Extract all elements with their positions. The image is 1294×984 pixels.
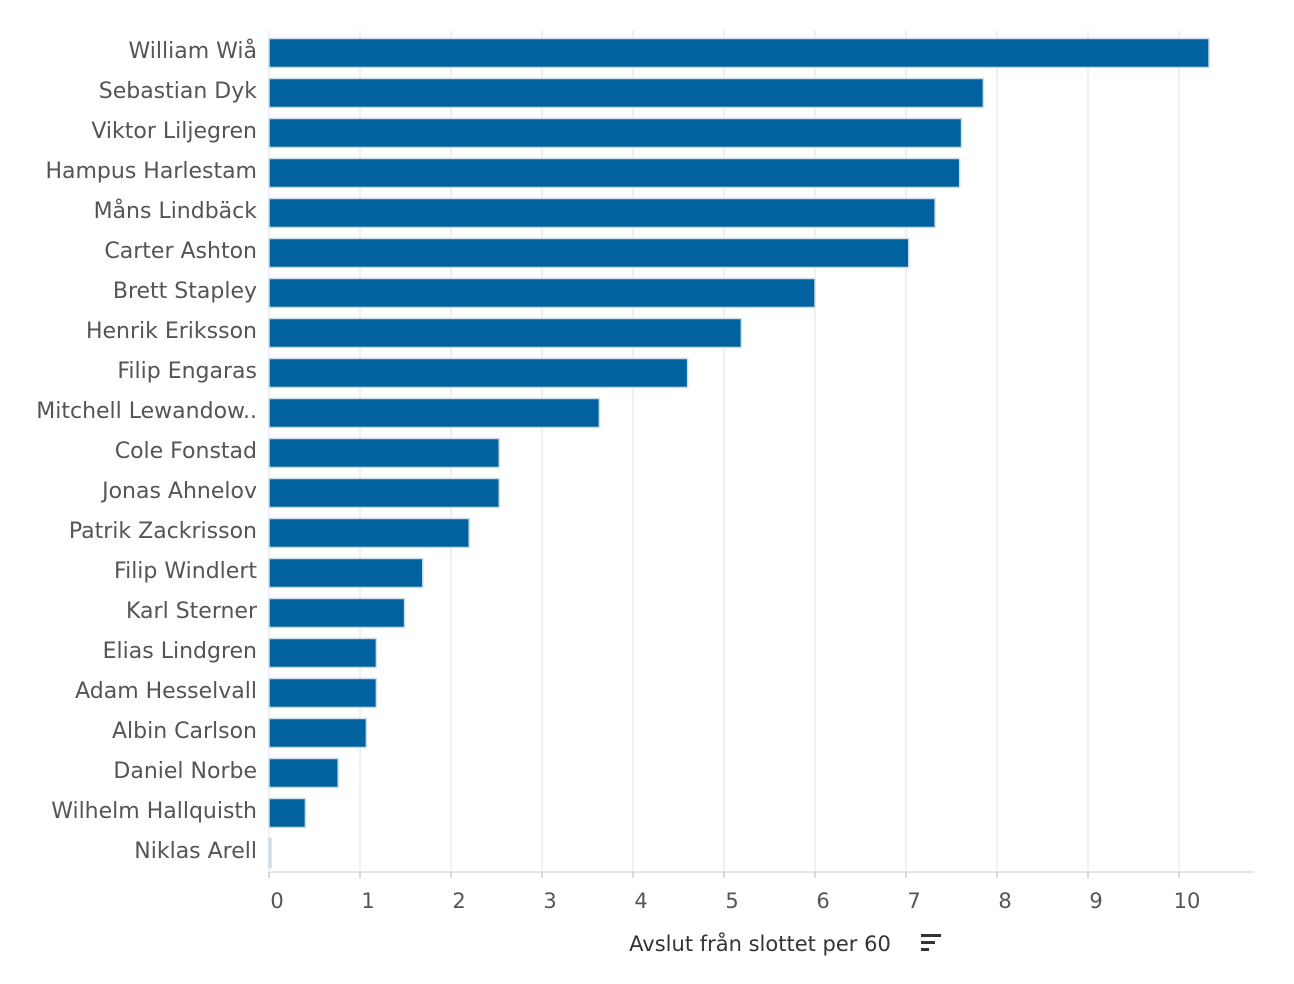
- category-label: Niklas Arell: [134, 839, 257, 864]
- bar[interactable]: [268, 637, 378, 669]
- category-label: Viktor Liljegren: [91, 119, 257, 144]
- bar[interactable]: [268, 77, 985, 109]
- category-label: Måns Lindbäck: [94, 198, 258, 224]
- bar[interactable]: [268, 317, 743, 349]
- category-labels: William Wiå Sebastian Dyk Viktor Liljegren…: [36, 38, 258, 864]
- bar[interactable]: [268, 757, 339, 789]
- bar[interactable]: [268, 117, 963, 149]
- bar[interactable]: [268, 477, 500, 509]
- category-label: Patrik Zackrisson: [69, 519, 257, 544]
- category-label: Carter Ashton: [104, 239, 257, 264]
- x-axis-title: Avslut från slottet per 60: [629, 931, 891, 956]
- bar[interactable]: [268, 517, 470, 549]
- x-tick-label: 8: [998, 889, 1011, 913]
- bar[interactable]: [268, 557, 424, 589]
- x-tick-label: 3: [543, 889, 556, 913]
- category-label: Daniel Norbe: [113, 759, 257, 784]
- x-tick-label: 1: [361, 889, 374, 913]
- bar[interactable]: [268, 37, 1210, 69]
- category-label: Mitchell Lewandow..: [36, 399, 257, 424]
- category-label: Adam Hesselvall: [75, 679, 257, 704]
- sort-descending-icon[interactable]: [921, 934, 941, 951]
- x-tick-label: 9: [1089, 889, 1102, 913]
- category-label: Filip Windlert: [114, 559, 257, 584]
- category-label: William Wiå: [129, 38, 258, 64]
- bar[interactable]: [268, 597, 406, 629]
- bar[interactable]: [268, 277, 816, 309]
- category-label: Brett Stapley: [113, 279, 257, 304]
- bar[interactable]: [268, 677, 378, 709]
- category-label: Henrik Eriksson: [86, 319, 257, 344]
- x-tick-label: 4: [634, 889, 647, 913]
- category-label: Sebastian Dyk: [99, 79, 258, 104]
- bar[interactable]: [268, 797, 307, 829]
- bar[interactable]: [268, 437, 500, 469]
- x-axis-ticks: 0 1 2 3 4 5 6 7 8 9 10: [268, 872, 1201, 913]
- category-label: Albin Carlson: [112, 719, 257, 744]
- bar[interactable]: [268, 837, 272, 869]
- category-label: Jonas Ahnelov: [100, 479, 257, 504]
- bar[interactable]: [268, 717, 368, 749]
- bar[interactable]: [268, 237, 910, 269]
- x-tick-label: 5: [725, 889, 738, 913]
- category-label: Filip Engaras: [117, 359, 257, 384]
- x-tick-label: 7: [907, 889, 920, 913]
- category-label: Wilhelm Hallquisth: [51, 799, 257, 824]
- category-label: Karl Sterner: [126, 599, 258, 624]
- bar[interactable]: [268, 357, 689, 389]
- category-label: Cole Fonstad: [115, 439, 257, 464]
- bar[interactable]: [268, 197, 936, 229]
- bars: [268, 37, 1210, 869]
- bar[interactable]: [268, 157, 961, 189]
- category-label: Hampus Harlestam: [45, 159, 257, 184]
- bar[interactable]: [268, 397, 601, 429]
- x-tick-label: 2: [452, 889, 465, 913]
- category-label: Elias Lindgren: [103, 639, 257, 664]
- x-tick-label: 6: [816, 889, 829, 913]
- x-tick-label: 0: [270, 889, 283, 913]
- x-tick-label: 10: [1174, 889, 1201, 913]
